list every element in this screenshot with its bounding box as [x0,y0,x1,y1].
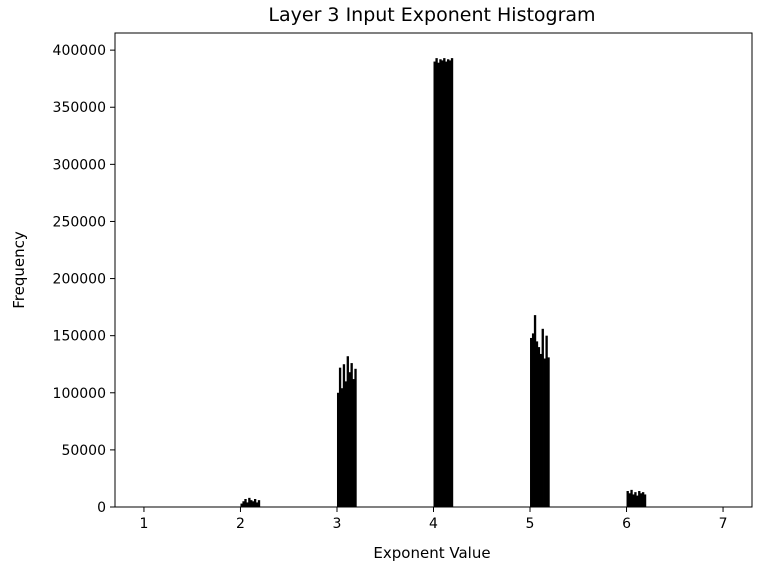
histogram-bar [533,315,537,507]
histogram-bar [441,60,444,507]
histogram-bar [242,501,245,507]
chart-title: Layer 3 Input Exponent Histogram [268,4,595,26]
x-axis: 1 2 3 4 5 6 7 [139,507,728,532]
histogram-bar [250,500,253,507]
y-tick-label: 150000 [53,329,106,345]
x-tick-label: 2 [236,516,245,532]
histogram-bar [448,60,452,507]
histogram-bar [342,364,346,507]
histogram-bar [246,502,249,507]
histogram-bar [350,363,353,507]
histogram-bar [252,501,255,507]
histogram-bar [346,356,349,507]
x-tick-label: 4 [429,516,438,532]
x-tick-label: 5 [526,516,535,532]
y-tick-label: 250000 [53,214,106,230]
histogram-bar [450,58,454,507]
histogram-bar [248,497,251,507]
histogram-bar [340,388,344,507]
bars-group [240,58,647,508]
histogram-bar [541,328,544,507]
y-axis: 0 50000 100000 150000 200000 250000 300000 3500… [53,43,115,516]
histogram-bar [352,379,355,507]
histogram-bar [531,333,535,507]
histogram-bar [537,347,541,507]
histogram-bar [255,502,259,507]
histogram-bar [439,59,442,508]
histogram-bar [547,357,550,507]
y-tick-label: 0 [97,500,106,516]
histogram-bar [640,493,643,507]
histogram-bar [354,368,357,507]
histogram-bar [636,495,639,507]
histogram-bar [632,494,635,507]
histogram-bar [348,372,351,507]
histogram-bar [630,489,633,507]
histogram-bar [437,62,440,507]
y-axis-label: Frequency [10,231,28,309]
histogram-bar [338,367,342,507]
histogram-bar [634,492,637,507]
histogram-bar [433,61,436,508]
y-tick-label: 400000 [53,43,106,59]
x-tick-label: 1 [139,516,148,532]
histogram-bar [257,500,261,507]
x-tick-label: 3 [333,516,342,532]
y-tick-label: 100000 [53,386,106,402]
histogram-bar [447,59,450,508]
y-tick-label: 200000 [53,272,106,288]
histogram-bar [539,353,542,507]
x-axis-label: Exponent Value [373,544,490,562]
histogram-bar [240,503,243,507]
y-tick-label: 300000 [53,157,106,173]
histogram-bar [643,494,647,507]
histogram-bar [543,358,546,507]
histogram-bar [545,335,548,507]
histogram-bar [628,493,631,507]
y-tick-label: 50000 [61,443,106,459]
y-tick-label: 350000 [53,100,106,116]
histogram-bar [445,61,448,508]
x-tick-label: 7 [719,516,728,532]
histogram-bar [638,491,641,507]
histogram-bar [641,492,645,507]
histogram-bar [244,499,247,507]
histogram-bar [626,491,629,507]
histogram-bar [344,381,348,507]
histogram-bar [336,392,340,507]
histogram-bar [530,337,533,507]
histogram-bar [535,341,539,507]
histogram-bar [443,58,446,507]
x-tick-label: 6 [622,516,631,532]
histogram-bar [253,499,257,507]
histogram-bar [435,58,438,507]
